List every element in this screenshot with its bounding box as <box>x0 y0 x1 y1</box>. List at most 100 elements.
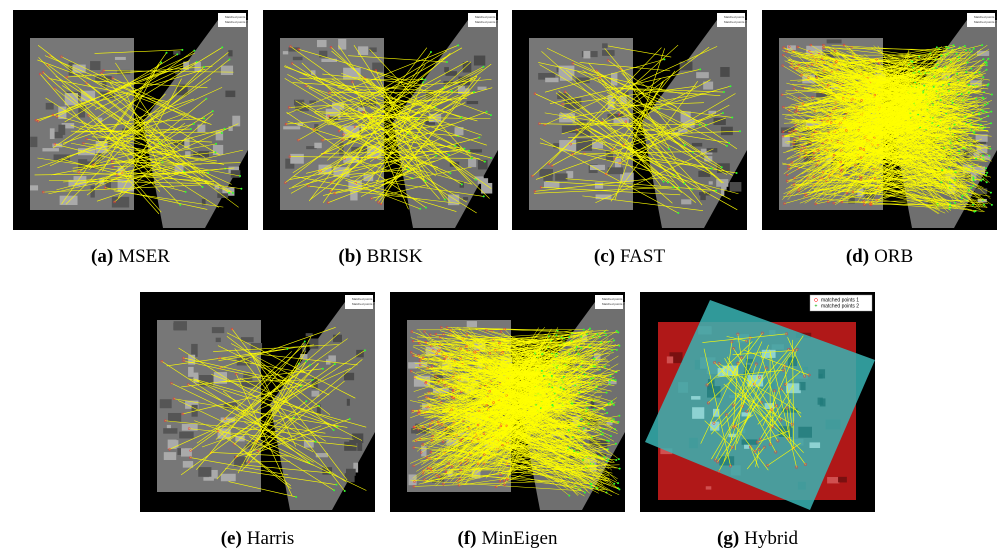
point-2 <box>980 180 982 182</box>
point-2 <box>610 435 612 437</box>
point-2 <box>705 124 707 126</box>
point-2 <box>333 489 335 491</box>
point-2 <box>344 490 346 492</box>
point-2 <box>954 124 956 126</box>
point-2 <box>214 151 216 153</box>
point-2 <box>965 71 967 73</box>
texture <box>312 391 320 397</box>
texture <box>213 145 223 155</box>
point-2 <box>984 104 986 106</box>
texture <box>293 57 303 60</box>
point-2 <box>613 418 615 420</box>
caption-text: FAST <box>620 246 665 267</box>
point-2 <box>563 388 565 390</box>
point-2 <box>985 69 987 71</box>
point-2 <box>721 166 723 168</box>
texture <box>221 474 236 481</box>
point-2 <box>958 56 960 58</box>
texture <box>290 154 304 164</box>
point-2 <box>457 44 459 46</box>
page: Matched points 1Matched points 2(a)MSERM… <box>0 0 1008 556</box>
point-2 <box>973 48 975 50</box>
texture <box>198 467 211 477</box>
caption: (c)FAST <box>512 246 747 268</box>
point-2 <box>589 328 591 330</box>
point-2 <box>710 168 712 170</box>
point-2 <box>987 58 989 60</box>
point-2 <box>583 427 585 429</box>
point-2 <box>483 195 485 197</box>
point-2 <box>739 130 741 132</box>
point-2 <box>683 183 685 185</box>
texture <box>744 444 749 449</box>
point-2 <box>555 334 557 336</box>
texture <box>321 59 337 62</box>
texture <box>445 71 457 76</box>
point-2 <box>460 117 462 119</box>
point-2 <box>611 349 613 351</box>
texture <box>707 148 718 152</box>
point-2 <box>614 379 616 381</box>
texture <box>696 72 709 78</box>
point-2 <box>444 199 446 201</box>
point-2 <box>576 346 578 348</box>
texture <box>231 170 241 178</box>
point-2 <box>185 191 187 193</box>
texture <box>112 197 129 208</box>
point-2 <box>589 345 591 347</box>
caption: (b)BRISK <box>263 246 498 268</box>
texture <box>283 126 300 129</box>
point-2 <box>232 192 234 194</box>
texture <box>30 137 37 147</box>
legend-entry: Matched points 1 <box>475 15 498 19</box>
point-2 <box>615 459 617 461</box>
point-2 <box>448 154 450 156</box>
caption-label: (g) <box>717 528 739 549</box>
point-2 <box>580 335 582 337</box>
legend-entry: Matched points 2 <box>352 302 375 306</box>
point-2 <box>618 458 620 460</box>
point-2 <box>203 66 205 68</box>
point-2 <box>541 370 543 372</box>
point-2 <box>723 91 725 93</box>
legend-entry: Matched points 1 <box>352 297 375 301</box>
point-2 <box>449 172 451 174</box>
point-2 <box>606 392 608 394</box>
point-2 <box>981 109 983 111</box>
texture <box>60 196 78 205</box>
point-2 <box>722 112 724 114</box>
texture <box>197 125 205 133</box>
point-2 <box>604 366 606 368</box>
texture <box>221 66 233 75</box>
caption-text: BRISK <box>367 246 423 267</box>
point-2 <box>619 468 621 470</box>
caption: (g)Hybrid <box>640 528 875 550</box>
point-2 <box>422 81 424 83</box>
point-2 <box>954 202 956 204</box>
point-2 <box>603 456 605 458</box>
texture <box>216 338 221 342</box>
point-2 <box>677 212 679 214</box>
point-2 <box>663 181 665 183</box>
texture <box>46 103 54 110</box>
point-2 <box>667 181 669 183</box>
texture <box>160 399 172 408</box>
texture <box>241 337 254 342</box>
point-2 <box>964 45 966 47</box>
point-2 <box>581 418 583 420</box>
point-2 <box>965 49 967 51</box>
texture <box>819 374 823 379</box>
texture <box>317 40 327 47</box>
texture <box>463 62 472 72</box>
texture <box>308 340 318 344</box>
point-2 <box>987 115 989 117</box>
point-2 <box>490 157 492 159</box>
caption-label: (d) <box>846 246 869 267</box>
point-2 <box>952 102 954 104</box>
point-2 <box>613 339 615 341</box>
point-2 <box>987 83 989 85</box>
point-2 <box>617 421 619 423</box>
point-2 <box>568 336 570 338</box>
texture <box>827 39 842 43</box>
texture <box>122 128 136 134</box>
